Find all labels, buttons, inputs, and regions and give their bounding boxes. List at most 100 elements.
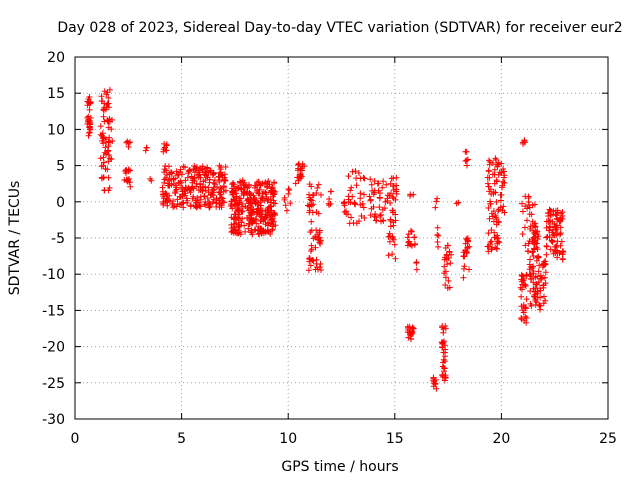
data-point xyxy=(231,221,238,228)
data-point xyxy=(386,230,393,237)
data-point xyxy=(377,212,384,219)
data-point xyxy=(250,192,257,199)
data-point xyxy=(312,244,319,251)
data-point xyxy=(233,229,240,236)
data-point xyxy=(243,189,250,196)
data-point xyxy=(392,196,399,203)
data-point xyxy=(387,199,394,206)
data-point xyxy=(348,214,355,221)
data-point xyxy=(534,228,541,235)
data-point xyxy=(218,194,225,201)
x-tick-label: 20 xyxy=(492,431,510,447)
data-point xyxy=(313,189,320,196)
data-point xyxy=(313,256,320,263)
data-point xyxy=(160,201,167,208)
y-tick-label: 5 xyxy=(56,159,65,175)
data-point xyxy=(249,217,256,224)
data-point xyxy=(104,166,111,173)
data-point xyxy=(528,275,535,282)
data-point xyxy=(211,181,218,188)
data-point xyxy=(310,257,317,264)
data-point xyxy=(235,223,242,230)
data-point xyxy=(466,266,473,273)
data-point xyxy=(100,174,107,181)
data-point xyxy=(85,96,92,103)
data-point xyxy=(287,200,294,207)
data-point xyxy=(526,271,533,278)
data-point xyxy=(554,209,561,216)
data-point xyxy=(105,143,112,150)
data-point xyxy=(486,157,493,164)
data-point xyxy=(382,199,389,206)
data-point xyxy=(530,285,537,292)
data-point xyxy=(409,325,416,332)
data-point xyxy=(239,215,246,222)
data-point xyxy=(543,243,550,250)
data-point xyxy=(204,195,211,202)
data-point xyxy=(540,300,547,307)
data-point xyxy=(102,144,109,151)
data-point xyxy=(439,339,446,346)
data-point xyxy=(189,179,196,186)
data-point xyxy=(441,270,448,277)
data-point xyxy=(440,356,447,363)
data-point xyxy=(216,162,223,169)
data-point xyxy=(521,224,528,231)
data-point xyxy=(522,282,529,289)
data-point xyxy=(530,270,537,277)
data-point xyxy=(520,273,527,280)
data-point xyxy=(367,197,374,204)
data-point xyxy=(501,209,508,216)
data-point xyxy=(173,186,180,193)
data-point xyxy=(444,261,451,268)
data-point xyxy=(249,231,256,238)
data-point xyxy=(546,234,553,241)
data-point xyxy=(379,184,386,191)
data-point xyxy=(104,89,111,96)
data-point xyxy=(260,218,267,225)
data-point xyxy=(501,179,508,186)
data-point xyxy=(100,154,107,161)
data-point xyxy=(162,190,169,197)
data-point xyxy=(529,238,536,245)
data-point xyxy=(87,115,94,122)
data-point xyxy=(535,268,542,275)
data-point xyxy=(271,180,278,187)
data-point xyxy=(163,141,170,148)
data-point xyxy=(519,200,526,207)
data-point xyxy=(349,168,356,175)
data-point xyxy=(263,214,270,221)
data-point xyxy=(236,205,243,212)
data-point xyxy=(434,239,441,246)
data-point xyxy=(231,197,238,204)
data-point xyxy=(264,207,271,214)
data-point xyxy=(306,255,313,262)
data-point xyxy=(250,206,257,213)
data-point xyxy=(164,198,171,205)
data-point xyxy=(543,251,550,258)
data-point xyxy=(271,212,278,219)
data-point xyxy=(372,210,379,217)
data-point xyxy=(205,198,212,205)
data-point xyxy=(228,214,235,221)
data-point xyxy=(262,215,269,222)
data-point xyxy=(524,217,530,224)
data-point xyxy=(202,202,209,209)
data-point xyxy=(532,239,539,246)
data-point xyxy=(357,201,364,208)
data-point xyxy=(215,188,222,195)
data-point xyxy=(529,264,536,271)
data-point xyxy=(531,293,538,300)
data-point xyxy=(269,191,276,198)
data-point xyxy=(191,169,198,176)
data-point xyxy=(435,243,442,250)
data-point xyxy=(269,217,276,224)
data-point xyxy=(527,271,534,278)
data-point xyxy=(166,171,173,178)
data-point xyxy=(546,227,553,234)
data-point xyxy=(439,324,446,331)
y-axis-label: SDTVAR / TECUs xyxy=(7,181,23,296)
data-point xyxy=(495,159,502,166)
data-point xyxy=(554,254,561,261)
